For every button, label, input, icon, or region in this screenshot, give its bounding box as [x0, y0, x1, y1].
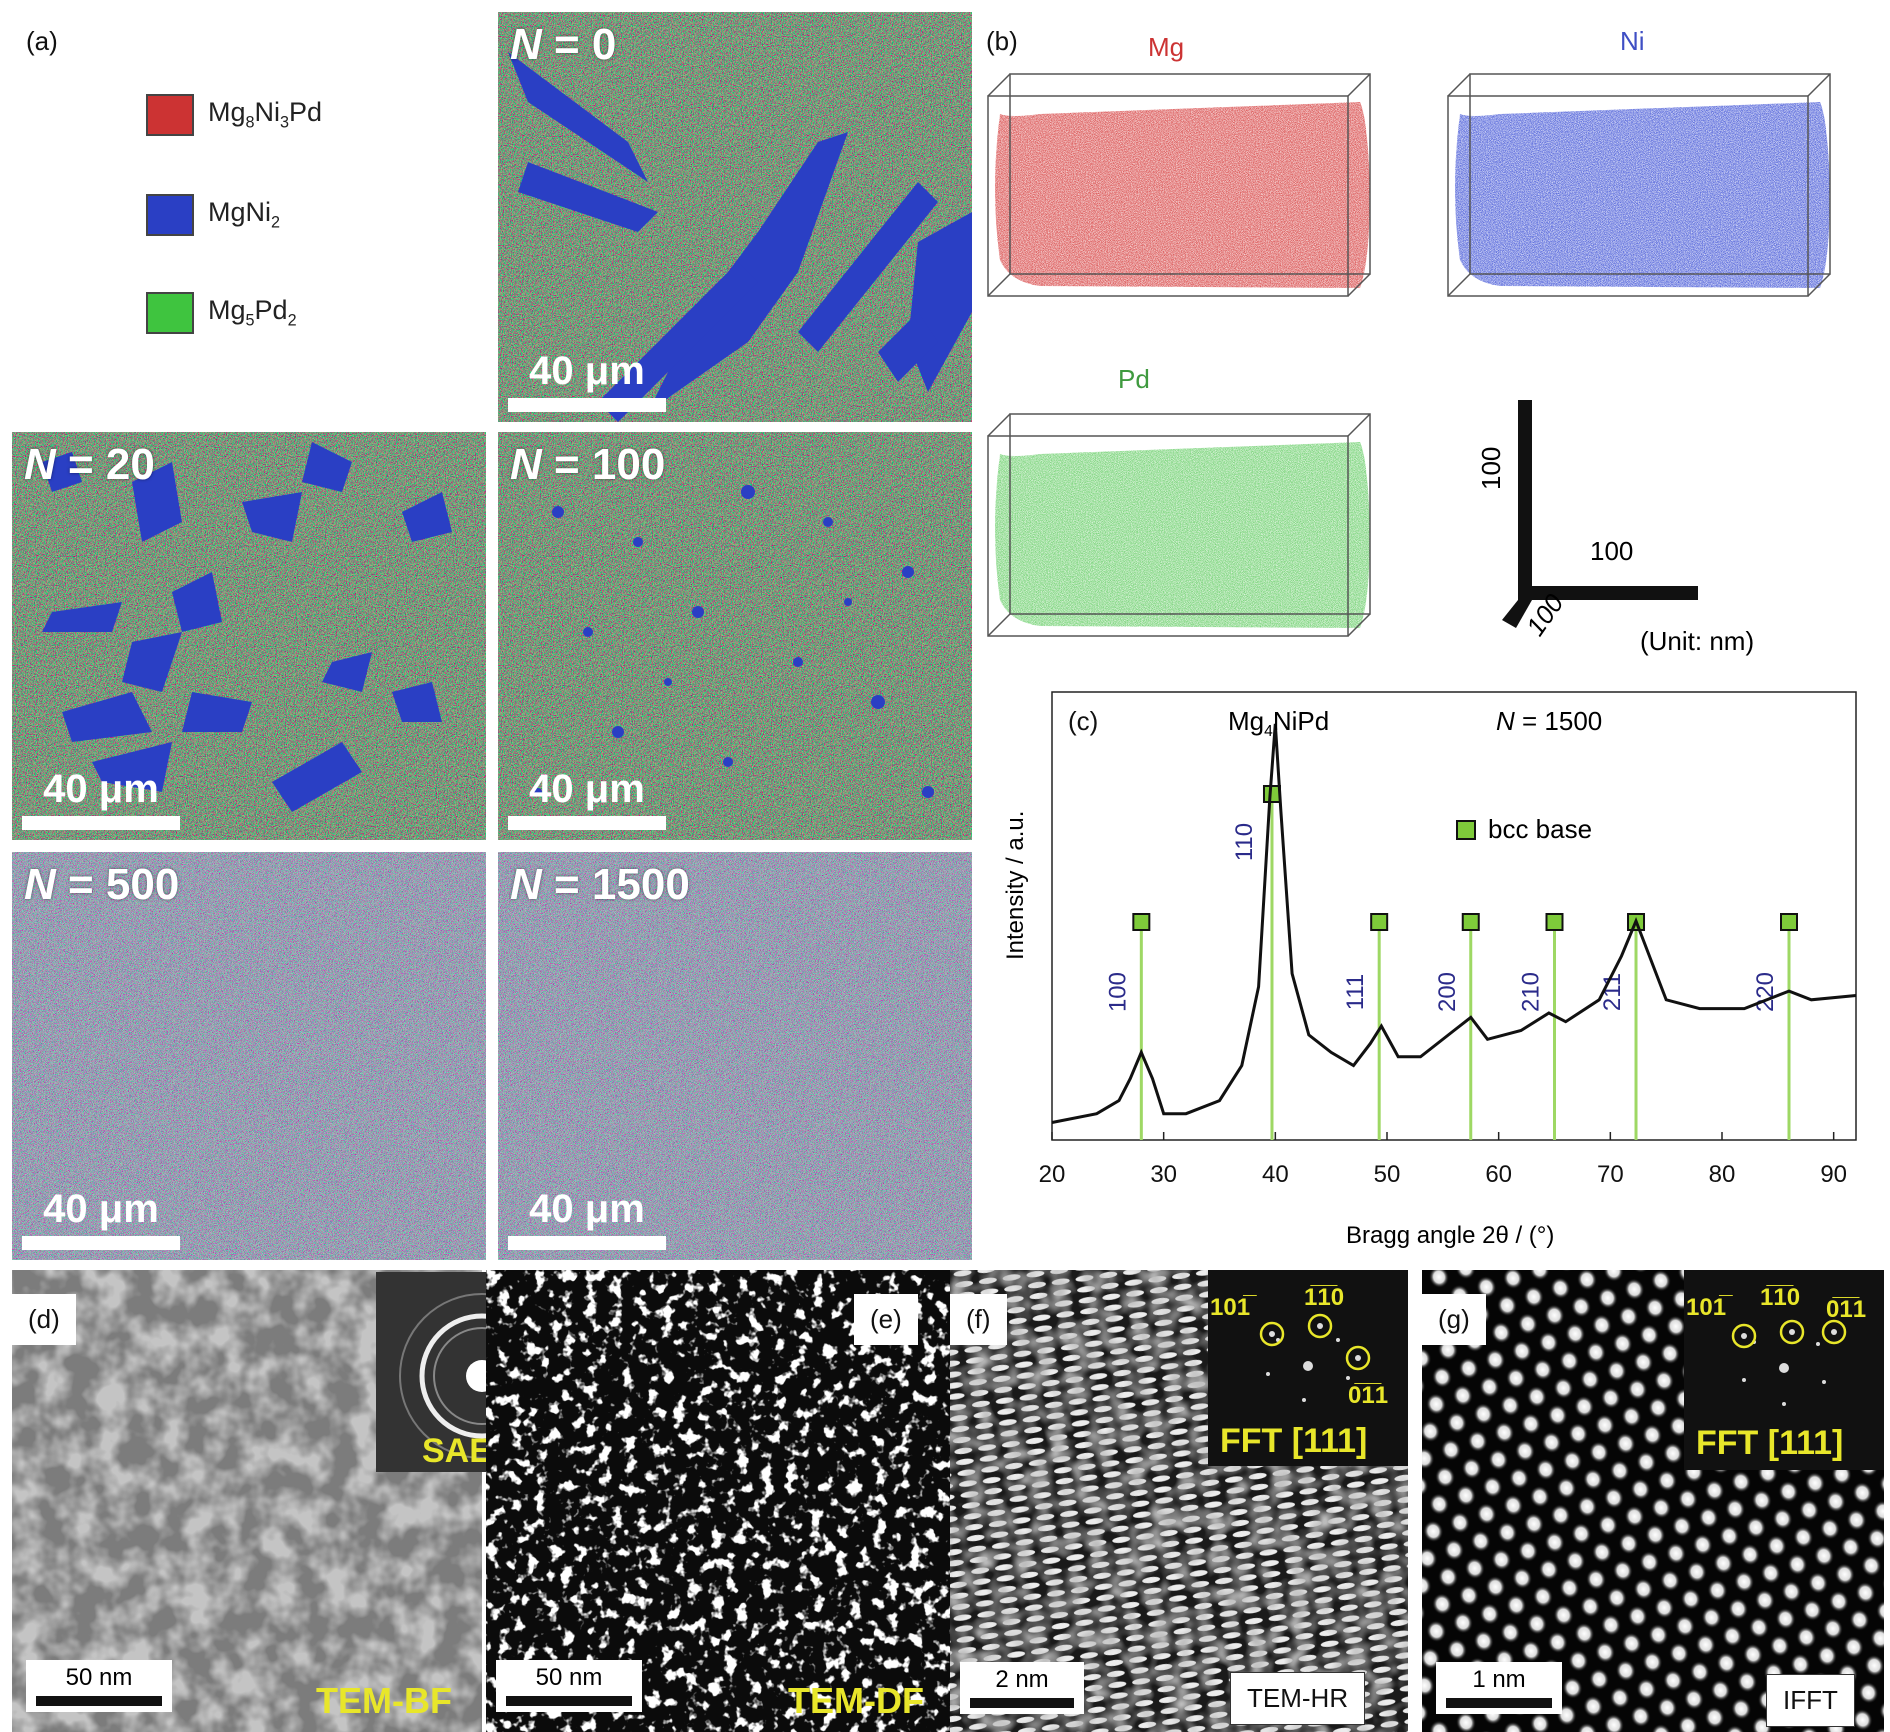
- ni-reconstruction: [1440, 73, 1840, 310]
- legend-swatch-red: [146, 94, 194, 136]
- peak-index-100: 100: [1104, 972, 1131, 1012]
- spot-index: 0̅1̅1: [1826, 1296, 1867, 1323]
- peak-index-110: 110: [1231, 823, 1258, 861]
- peak-index-111: 111: [1342, 974, 1369, 1010]
- x-tick-label: 70: [1597, 1161, 1624, 1188]
- panel-c-label: (c): [1068, 706, 1099, 736]
- coordinate-axes: [1502, 400, 1698, 628]
- apt-reconstructions: [980, 73, 1840, 650]
- spot-index: 1̅1̅0: [1304, 1284, 1345, 1311]
- legend-swatch-blue: [146, 194, 194, 236]
- cycle-label: N = 100: [510, 440, 666, 489]
- axis-label-y: 100: [1476, 446, 1506, 490]
- mode-label: IFFT: [1766, 1674, 1855, 1727]
- peak-marker-200: [1461, 913, 1480, 931]
- y-axis-label: Intensity / a.u.: [1002, 810, 1029, 960]
- cycle-label: N = 500: [24, 860, 180, 909]
- legend-item-mgni2: MgNi2: [146, 194, 280, 236]
- element-label-mg: Mg: [1148, 32, 1185, 62]
- peak-marker-100: [1132, 913, 1151, 931]
- map-texture: [12, 432, 486, 840]
- panel-d-label: (d): [12, 1294, 76, 1345]
- spot-index: 101̅: [1210, 1294, 1251, 1321]
- element-label-pd: Pd: [1118, 364, 1150, 394]
- map-texture: [498, 852, 972, 1260]
- scale-bar: 2 nm: [960, 1662, 1084, 1714]
- element-label-ni: Ni: [1620, 26, 1645, 56]
- x-tick-label: 40: [1262, 1161, 1289, 1188]
- mode-label: TEM-DF: [788, 1680, 924, 1721]
- x-axis-label: Bragg angle 2θ / (°): [1346, 1222, 1555, 1249]
- legend-label: Mg8Ni3Pd: [208, 97, 323, 132]
- cycle-label: N = 0: [510, 20, 617, 69]
- panel-a-label: (a): [26, 26, 58, 56]
- unit-label: (Unit: nm): [1640, 626, 1755, 656]
- panel-b-label: (b): [986, 26, 1018, 56]
- x-tick-label: 20: [1039, 1161, 1066, 1188]
- scale-bar: 40 μm: [508, 1187, 666, 1250]
- peak-index-210: 210: [1518, 972, 1545, 1012]
- x-tick-label: 80: [1709, 1161, 1736, 1188]
- spot-index: 0̅1̅1: [1348, 1382, 1389, 1409]
- panel-g-label: (g): [1422, 1294, 1486, 1345]
- xrd-pattern-line: [1051, 723, 1857, 1124]
- axis-label-x: 100: [1590, 536, 1634, 566]
- plot-frame: [1051, 691, 1857, 1141]
- pd-reconstruction: [980, 413, 1380, 650]
- panel-e-label: (e): [854, 1294, 918, 1345]
- phase-map-n20: N = 20 40 μm: [12, 432, 486, 840]
- panel-f-label: (f): [950, 1294, 1007, 1345]
- mode-label: TEM-BF: [316, 1680, 452, 1721]
- map-texture: [498, 12, 972, 422]
- phase-map-n100: N = 100 40 μm: [498, 432, 972, 840]
- x-tick-label: 30: [1150, 1161, 1177, 1188]
- phase-map-n0: N = 0 40 μm: [498, 12, 972, 422]
- cycle-label: N = 1500: [510, 860, 690, 909]
- scale-bar: 50 nm: [26, 1660, 172, 1712]
- fft-pattern: [1684, 1270, 1884, 1470]
- spot-index: 1̅1̅0: [1760, 1284, 1801, 1311]
- xrd-legend: bcc base: [1456, 814, 1592, 845]
- spot-index: 101̅: [1686, 1294, 1727, 1321]
- fft-inset-f: 101̅ 1̅1̅0 0̅1̅1 FFT [111]: [1208, 1270, 1408, 1466]
- scale-bar: 40 μm: [508, 349, 666, 412]
- scale-bar: 50 nm: [496, 1660, 642, 1712]
- scale-bar: 40 μm: [22, 767, 180, 830]
- peak-marker-210: [1545, 913, 1564, 931]
- legend-marker-icon: [1456, 819, 1476, 840]
- fft-pattern: [1208, 1270, 1408, 1466]
- fft-inset-g: 101̅ 1̅1̅0 0̅1̅1 FFT [111]: [1684, 1270, 1884, 1470]
- tem-df-image: (e) 50 nm TEM-DF: [486, 1270, 962, 1732]
- scale-bar: 40 μm: [508, 767, 666, 830]
- inset-label: FFT [111]: [1220, 1422, 1368, 1460]
- legend-item-mg5pd2: Mg5Pd2: [146, 292, 297, 334]
- phase-map-n1500: N = 1500 40 μm: [498, 852, 972, 1260]
- composition-label: Mg4NiPd: [1228, 706, 1330, 741]
- mode-label: TEM-HR: [1230, 1672, 1366, 1725]
- legend-label: Mg5Pd2: [208, 295, 297, 330]
- peak-marker-220: [1780, 913, 1798, 931]
- legend-swatch-green: [146, 292, 194, 334]
- cycle-count-label: N = 1500: [1496, 706, 1603, 736]
- mg-reconstruction: [980, 73, 1380, 310]
- scale-bar: 40 μm: [22, 1187, 180, 1250]
- peak-index-220: 220: [1752, 972, 1779, 1012]
- scale-bar: 1 nm: [1436, 1662, 1562, 1714]
- phase-map-n500: N = 500 40 μm: [12, 852, 486, 1260]
- inset-label: FFT [111]: [1696, 1424, 1844, 1462]
- tem-df-texture: [486, 1270, 962, 1732]
- x-tick-label: 60: [1485, 1161, 1512, 1188]
- map-texture: [12, 852, 486, 1260]
- legend-item-mg8ni3pd: Mg8Ni3Pd: [146, 94, 322, 136]
- x-tick-label: 90: [1820, 1161, 1847, 1188]
- peak-index-200: 200: [1434, 972, 1461, 1012]
- map-texture: [498, 432, 972, 840]
- x-tick-label: 50: [1374, 1161, 1401, 1188]
- legend-label: MgNi2: [208, 197, 281, 232]
- peak-marker-111: [1370, 913, 1389, 931]
- cycle-label: N = 20: [24, 440, 155, 489]
